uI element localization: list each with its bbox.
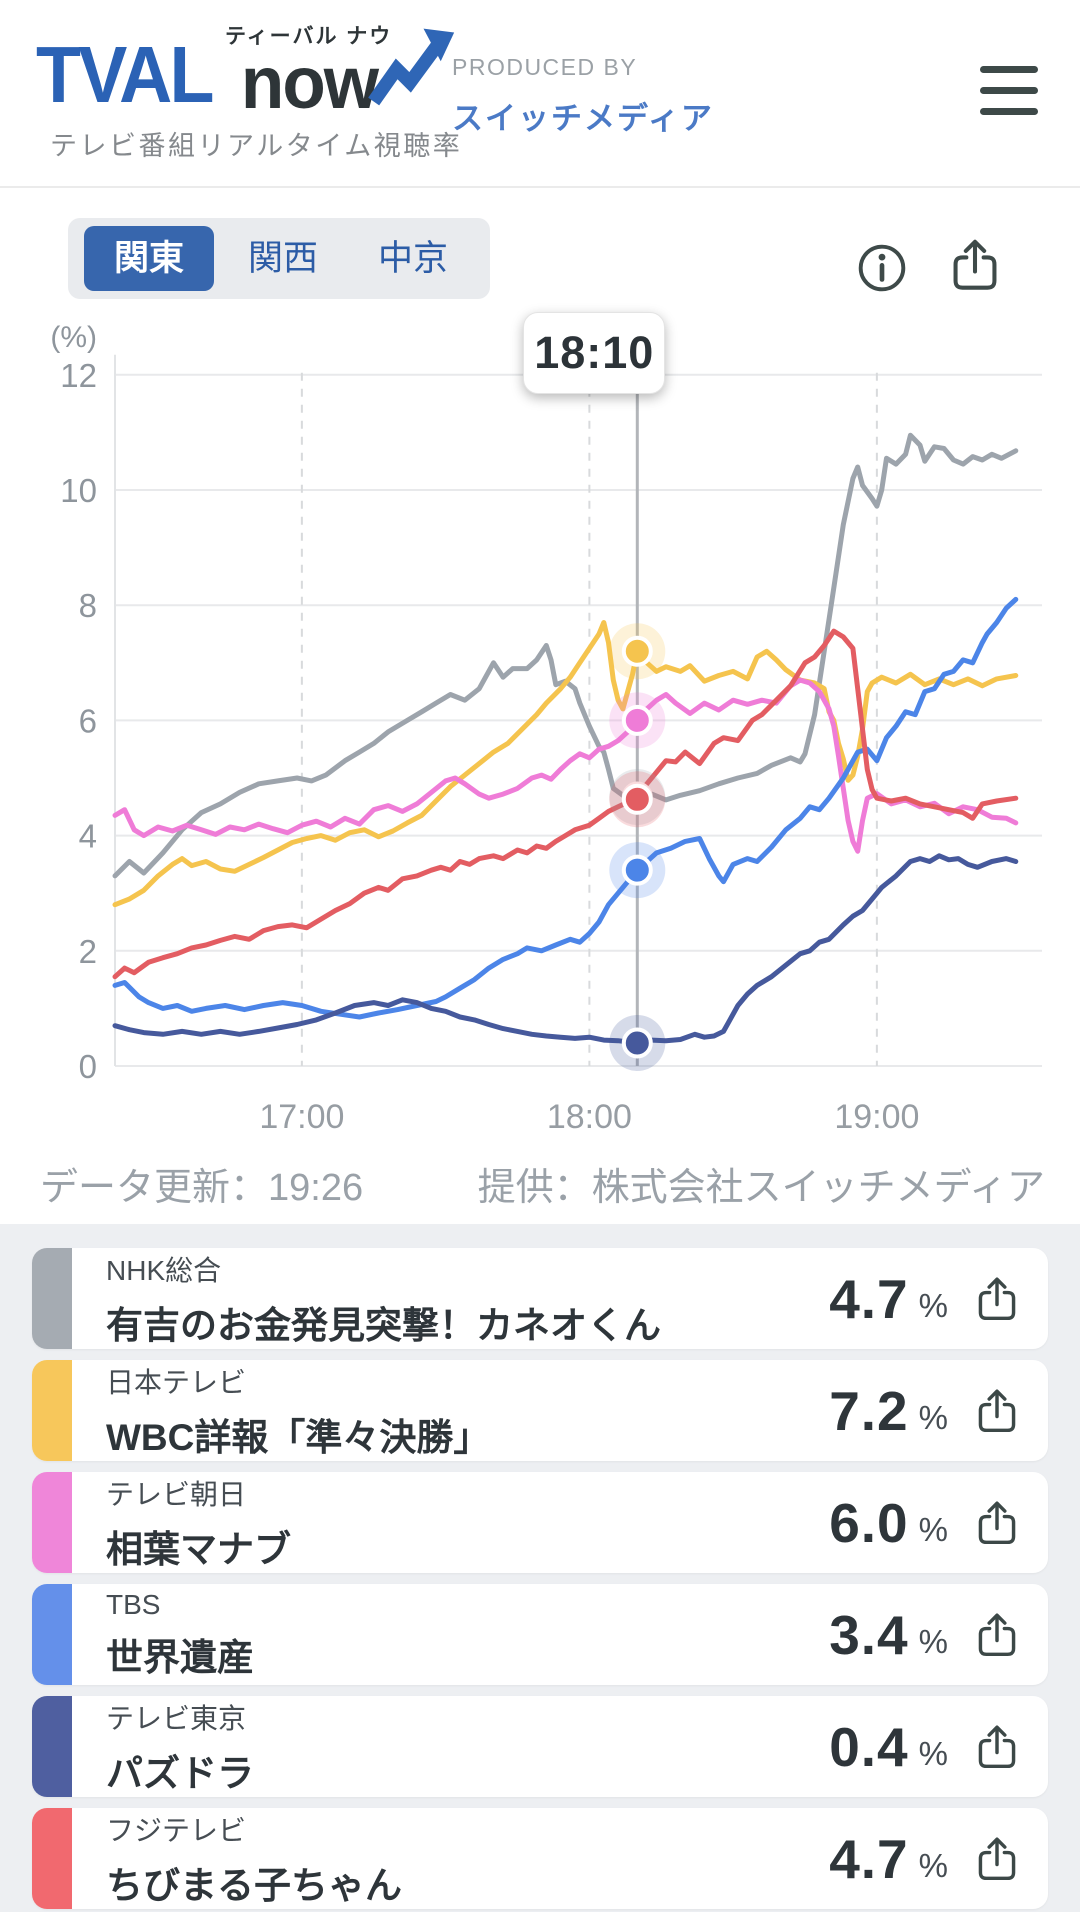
x-axis-tick: 19:00: [834, 1098, 919, 1136]
program-title: ちびまる子ちゃん: [106, 1864, 402, 1906]
program-card[interactable]: NHK総合 有吉のお金発見突撃！カネオくん 4.7 %: [32, 1248, 1048, 1349]
menu-icon[interactable]: [980, 66, 1038, 115]
rating-value: 0.4: [829, 1715, 909, 1778]
share-icon[interactable]: [974, 1835, 1020, 1883]
app-header: TVAL ティーバル ナウ now テレビ番組リアルタイム視聴率 PRODUCE…: [0, 0, 1080, 188]
channel-color-bar: [32, 1808, 72, 1909]
share-icon[interactable]: [974, 1499, 1020, 1547]
data-point-marker: [621, 704, 653, 736]
y-axis-tick: 0: [79, 1048, 97, 1085]
channel-name: NHK総合: [106, 1254, 222, 1286]
rating-value: 3.4: [829, 1603, 909, 1666]
series-line: [112, 620, 1019, 908]
data-point-marker: [621, 635, 653, 667]
channel-color-bar: [32, 1472, 72, 1573]
share-icon[interactable]: [974, 1611, 1020, 1659]
rating-value: 6.0: [829, 1491, 909, 1554]
x-axis-tick: 18:00: [547, 1098, 632, 1136]
series-line: [112, 628, 1019, 980]
x-axis-tick: 17:00: [259, 1098, 344, 1136]
program-title: WBC詳報「準々決勝」: [106, 1416, 491, 1458]
logo-kana-label: ティーバル ナウ: [224, 25, 393, 48]
tab-kanto[interactable]: 関東: [84, 226, 215, 291]
chart-actions: [856, 236, 1002, 294]
rating-unit: %: [918, 1286, 948, 1324]
chart-canvas[interactable]: 0 2 4 6 8 10 12(%) 17:00 18:00 19:00: [0, 290, 1080, 1160]
channel-color-bar: [32, 1584, 72, 1685]
produced-by-label: PRODUCED BY: [452, 54, 638, 80]
program-card[interactable]: 日本テレビ WBC詳報「準々決勝」 7.2 %: [32, 1360, 1048, 1461]
program-title: 世界遺産: [106, 1636, 254, 1678]
y-axis-tick: 12: [60, 357, 97, 394]
channel-color-bar: [32, 1248, 72, 1349]
channel-color-bar: [32, 1696, 72, 1797]
program-card[interactable]: テレビ東京 パズドラ 0.4 %: [32, 1696, 1048, 1797]
chart-footer: データ更新：19:26 提供：株式会社スイッチメディア: [40, 1156, 1045, 1211]
channel-name: TBS: [106, 1588, 161, 1620]
logo-text-tval: TVAL: [36, 30, 214, 120]
program-list: NHK総合 有吉のお金発見突撃！カネオくん 4.7 % 日本テレビ WBC詳報「…: [0, 1224, 1080, 1912]
time-tooltip: 18:10: [523, 312, 666, 394]
program-title: 相葉マナブ: [106, 1528, 291, 1570]
y-axis-unit-label: (%): [50, 321, 97, 354]
data-point-marker: [621, 1027, 653, 1059]
tab-kansai[interactable]: 関西: [248, 239, 319, 278]
program-card[interactable]: テレビ朝日 相葉マナブ 6.0 %: [32, 1472, 1048, 1573]
rating-value: 4.7: [829, 1267, 909, 1330]
logo-subtitle: テレビ番組リアルタイム視聴率: [50, 131, 463, 162]
produced-by-name[interactable]: スイッチメディア: [452, 101, 714, 136]
y-axis-tick: 4: [79, 818, 97, 855]
program-title: 有吉のお金発見突撃！カネオくん: [106, 1304, 661, 1346]
channel-name: フジテレビ: [106, 1814, 247, 1846]
info-icon[interactable]: [856, 242, 908, 294]
program-card[interactable]: フジテレビ ちびまる子ちゃん 4.7 %: [32, 1808, 1048, 1909]
program-title: パズドラ: [106, 1752, 254, 1794]
share-icon[interactable]: [948, 236, 1002, 294]
channel-name: テレビ東京: [106, 1702, 247, 1734]
rating-unit: %: [918, 1510, 948, 1548]
produced-by-block: PRODUCED BY スイッチメディア: [452, 54, 714, 138]
series-line: [112, 853, 1019, 1046]
rating-unit: %: [918, 1622, 948, 1660]
rating-value: 4.7: [829, 1827, 909, 1890]
data-point-marker: [621, 854, 653, 886]
logo-text-now: now: [240, 41, 378, 124]
share-icon[interactable]: [974, 1387, 1020, 1435]
share-icon[interactable]: [974, 1275, 1020, 1323]
channel-color-bar: [32, 1360, 72, 1461]
rating-value: 7.2: [829, 1379, 909, 1442]
channel-name: 日本テレビ: [106, 1366, 247, 1398]
channel-name: テレビ朝日: [106, 1478, 247, 1510]
share-icon[interactable]: [974, 1723, 1020, 1771]
provider-label: 提供：株式会社スイッチメディア: [477, 1167, 1045, 1209]
y-axis-tick: 10: [60, 472, 97, 509]
program-card[interactable]: TBS 世界遺産 3.4 %: [32, 1584, 1048, 1685]
ratings-chart[interactable]: 0 2 4 6 8 10 12 (%) 17:00 18:00 19:00 18:10: [0, 290, 1080, 1160]
y-axis-tick: 8: [79, 587, 97, 624]
y-axis-tick: 6: [79, 702, 97, 739]
up-trend-arrow-icon: [368, 28, 455, 106]
series-line: [112, 677, 1019, 854]
data-point-marker: [621, 783, 653, 815]
data-updated-label: データ更新：19:26: [40, 1167, 364, 1209]
series-line: [112, 596, 1019, 1020]
rating-unit: %: [918, 1846, 948, 1884]
rating-unit: %: [918, 1734, 948, 1772]
y-axis-tick: 2: [79, 933, 97, 970]
tval-now-logo[interactable]: TVAL ティーバル ナウ now テレビ番組リアルタイム視聴率: [36, 20, 462, 163]
rating-unit: %: [918, 1398, 948, 1436]
region-tabs: 関東 関西 中京: [68, 218, 491, 299]
tab-chukyo[interactable]: 中京: [378, 239, 449, 278]
series-line: [112, 432, 1019, 879]
